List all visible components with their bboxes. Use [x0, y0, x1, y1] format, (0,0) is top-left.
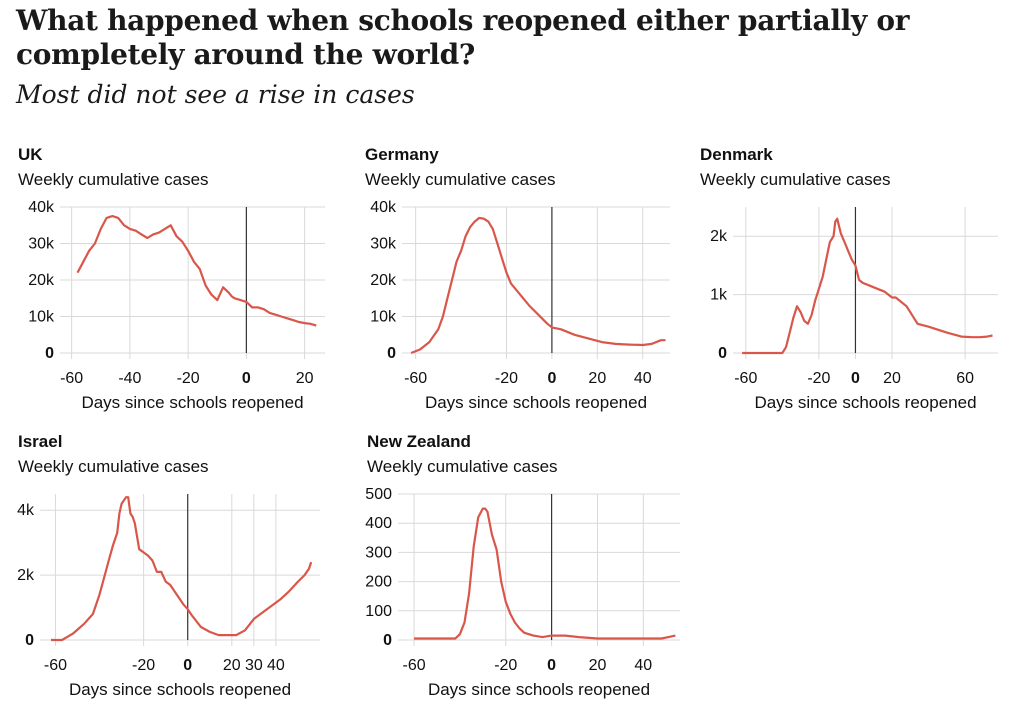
x-tick-label: -20 — [494, 657, 517, 674]
y-tick-label: 0 — [383, 632, 392, 649]
x-tick-label: 40 — [267, 657, 285, 674]
y-tick-label: 300 — [365, 544, 392, 561]
panel-germany: Germany Weekly cumulative cases 0 10k 20k 30k… — [365, 145, 670, 412]
x-tick-label: -40 — [118, 370, 141, 387]
y-tick-label: 2k — [710, 228, 728, 245]
x-tick-label: 20 — [296, 370, 314, 387]
y-tick-label: 10k — [370, 309, 397, 326]
y-tick-label: 4k — [17, 502, 35, 519]
x-tick-label: 0 — [851, 370, 860, 387]
x-tick-label: -60 — [60, 370, 83, 387]
panel-title: Denmark — [700, 145, 773, 164]
x-tick-label: 20 — [883, 370, 901, 387]
panel-y-label: Weekly cumulative cases — [18, 457, 209, 476]
x-tick-label: 20 — [588, 370, 606, 387]
x-tick-label: -20 — [177, 370, 200, 387]
y-tick-label: 100 — [365, 603, 392, 620]
y-tick-label: 20k — [370, 272, 397, 289]
cases-line — [742, 217, 993, 355]
y-tick-label: 40k — [370, 199, 397, 216]
y-tick-label: 400 — [365, 515, 392, 532]
x-tick-label: 20 — [223, 657, 241, 674]
y-tick-label: 0 — [45, 345, 54, 362]
y-tick-label: 1k — [710, 287, 728, 304]
panel-x-label: Days since schools reopened — [428, 680, 650, 699]
panel-x-label: Days since schools reopened — [81, 393, 303, 412]
panel-denmark: Denmark Weekly cumulative cases 0 1k 2k -60 -2… — [700, 145, 998, 412]
panel-title: New Zealand — [367, 432, 471, 451]
chart-subtitle: Most did not see a rise in cases — [16, 80, 415, 109]
panel-x-label: Days since schools reopened — [754, 393, 976, 412]
cases-line — [414, 507, 676, 640]
y-tick-label: 30k — [370, 236, 397, 253]
panel-y-label: Weekly cumulative cases — [18, 170, 209, 189]
panel-title: Germany — [365, 145, 439, 164]
panel-x-label: Days since schools reopened — [69, 680, 291, 699]
cases-line — [51, 496, 313, 642]
y-tick-label: 0 — [387, 345, 396, 362]
x-tick-label: 40 — [634, 657, 652, 674]
y-tick-label: 40k — [28, 199, 55, 216]
panel-new-zealand: New Zealand Weekly cumulative cases 0 100 20… — [365, 432, 680, 699]
x-tick-label: 0 — [547, 370, 556, 387]
panel-y-label: Weekly cumulative cases — [367, 457, 558, 476]
y-tick-label: 30k — [28, 236, 55, 253]
x-tick-label: 0 — [183, 657, 192, 674]
panel-uk: UK Weekly cumulative cases 0 10k 20k 30k 40k -6… — [18, 145, 325, 412]
panel-israel: Israel Weekly cumulative cases 0 2k 4k -60 -20… — [17, 432, 320, 699]
cases-line — [410, 216, 666, 355]
y-tick-label: 2k — [17, 567, 35, 584]
panel-x-label: Days since schools reopened — [425, 393, 647, 412]
panel-y-label: Weekly cumulative cases — [700, 170, 891, 189]
x-tick-label: -60 — [402, 657, 425, 674]
y-tick-label: 200 — [365, 574, 392, 591]
x-tick-label: 40 — [634, 370, 652, 387]
x-tick-label: -20 — [132, 657, 155, 674]
y-tick-label: 20k — [28, 272, 55, 289]
panel-title: Israel — [18, 432, 62, 451]
x-tick-label: -60 — [734, 370, 757, 387]
x-tick-label: 20 — [589, 657, 607, 674]
y-tick-label: 10k — [28, 309, 55, 326]
x-tick-label: -60 — [404, 370, 427, 387]
x-tick-label: -60 — [44, 657, 67, 674]
cases-line — [76, 215, 317, 327]
x-tick-label: 0 — [547, 657, 556, 674]
panel-y-label: Weekly cumulative cases — [365, 170, 556, 189]
y-tick-label: 500 — [365, 486, 392, 503]
chart-title: What happened when schools reopened eith… — [16, 4, 910, 71]
x-tick-label: 30 — [245, 657, 263, 674]
y-tick-label: 0 — [718, 345, 727, 362]
panel-title: UK — [18, 145, 43, 164]
x-tick-label: 0 — [242, 370, 251, 387]
y-tick-label: 0 — [25, 632, 34, 649]
x-tick-label: -20 — [807, 370, 830, 387]
x-tick-label: -20 — [495, 370, 518, 387]
x-tick-label: 60 — [956, 370, 974, 387]
